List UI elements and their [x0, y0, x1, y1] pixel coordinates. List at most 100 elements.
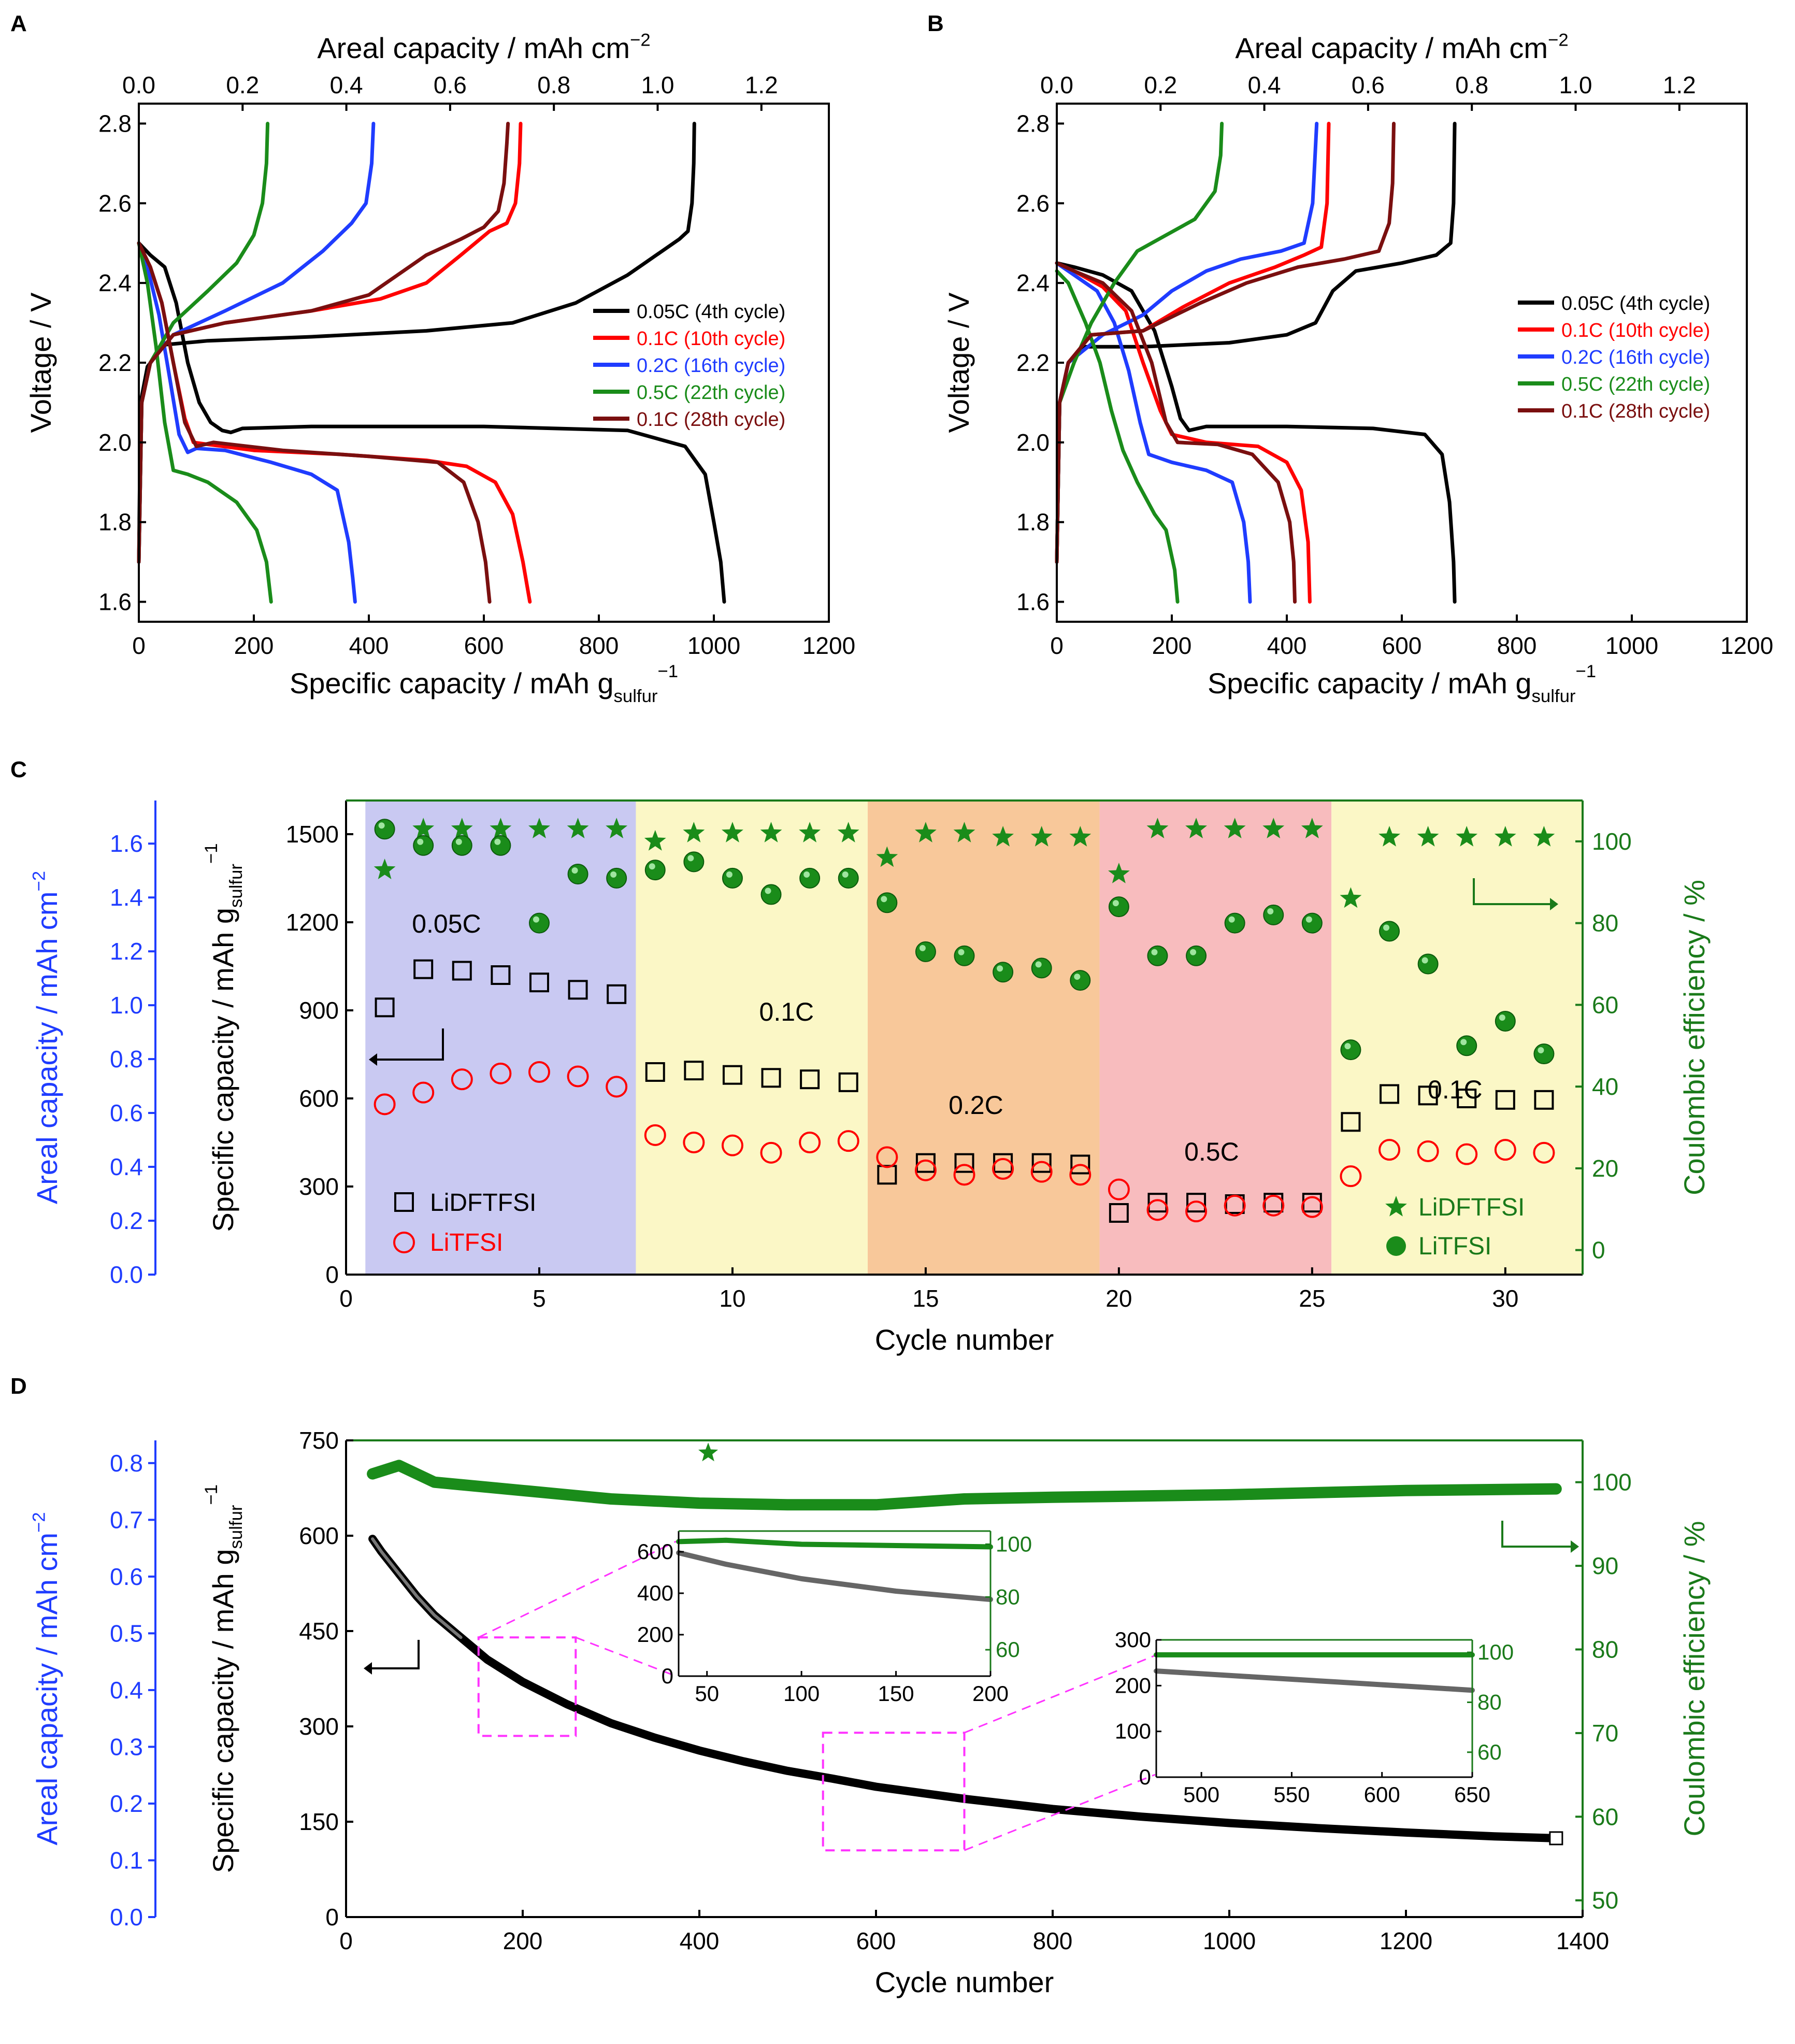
panel-c-region-label: 0.1C: [1428, 1075, 1483, 1104]
panel-a-toptick-label: 1.0: [641, 72, 674, 98]
panel-a-xtick-label: 1000: [687, 632, 740, 659]
panel-d-ytick-label: 150: [299, 1808, 339, 1835]
panel-d-arrow-left: [368, 1640, 420, 1669]
panel-c-point-litfsi-ce: [606, 867, 627, 889]
panel-c-point-litfsi-ce-highlight: [533, 916, 539, 923]
panel-c-legend-circle: [393, 1232, 415, 1253]
panel-c-point-litfsi-capacity: [567, 1065, 589, 1088]
panel-c-point-litfsi-ce-highlight: [1151, 949, 1158, 955]
panel-d-capacity-last-point: [1549, 1831, 1563, 1846]
panel-a-ytick-label: 2.2: [98, 349, 132, 376]
panel-b-ytick-label: 2.8: [1016, 110, 1050, 137]
inset-1-capacity: [1154, 1668, 1475, 1693]
panel-d-areal-tick-label: 0.1: [110, 1847, 143, 1874]
panel-c-point-litfsi-capacity: [837, 1130, 859, 1152]
panel-c-point-litfsi-capacity: [490, 1062, 512, 1084]
panel-d-xtick-label: 400: [680, 1927, 720, 1954]
panel-c-point-litfsi-ce-highlight: [1074, 974, 1081, 980]
inset-1-xtick-label: 650: [1454, 1782, 1490, 1807]
panel-b-toptick-label: 0.8: [1455, 72, 1488, 98]
panel-d-xtick-label: 1000: [1203, 1927, 1256, 1954]
panel-c-point-lidftfsi-ce: [412, 818, 435, 838]
panel-c-ytick-label: 0: [325, 1261, 339, 1288]
panel-c-point-lidftfsi-capacity: [722, 1065, 742, 1085]
panel-c-point-lidftfsi-capacity: [1534, 1090, 1554, 1110]
panel-c-point-litfsi-ce-highlight: [1305, 916, 1312, 923]
panel-c-point-lidftfsi-ce: [1301, 818, 1323, 838]
panel-c-point-litfsi-ce: [760, 884, 782, 905]
panel-c-point-lidftfsi-ce: [1030, 826, 1053, 847]
panel-c-point-litfsi-ce: [1340, 1039, 1361, 1061]
panel-c-xtick-label: 0: [339, 1285, 353, 1312]
panel-d-rtick-label: 100: [1592, 1469, 1632, 1496]
panel-c-point-litfsi-ce: [644, 860, 666, 881]
panel-a-toptick-label: 0.4: [330, 72, 363, 98]
panel-c-point-lidftfsi-ce: [528, 818, 550, 838]
panel-c-point-litfsi-capacity: [1108, 1178, 1130, 1200]
panel-b-top-axis-title-sup: −2: [1548, 30, 1569, 50]
panel-c-point-litfsi-ce: [490, 835, 511, 856]
panel-b-ytick-label: 2.0: [1016, 429, 1050, 456]
panel-c-point-litfsi-ce: [567, 863, 588, 884]
text-layer: 0 200 400 600 800 1000 12001.61.82.02.22.42.62…: [24, 30, 1773, 1998]
panel-c-point-litfsi-ce-highlight: [726, 871, 733, 878]
panel-c-point-lidftfsi-ce: [683, 822, 705, 842]
panel-c-rtick-label: 80: [1592, 910, 1618, 937]
panel-c-point-lidftfsi-ce: [760, 822, 782, 842]
panel-c-point-litfsi-ce-highlight: [1190, 949, 1197, 955]
panel-d-areal-tick-label: 0.0: [110, 1904, 143, 1931]
panel-c-point-litfsi-ce-highlight: [455, 838, 462, 845]
panel-c-point-litfsi-ce-highlight: [571, 867, 578, 874]
panel-c-point-litfsi-capacity: [1417, 1140, 1439, 1162]
panel-d-xtick-label: 200: [503, 1927, 543, 1954]
panel-b-discharge-4: [1055, 261, 1297, 604]
panel-c-point-lidftfsi-capacity: [375, 997, 395, 1018]
panel-c-point-litfsi-capacity: [1262, 1194, 1285, 1217]
inset-0-bg: [679, 1531, 990, 1676]
panel-a-ytick-label: 2.8: [98, 110, 132, 137]
panel-a-x-axis-title-main: Specific capacity / mAh g: [290, 667, 614, 699]
inset-1-rtick-label: 100: [1477, 1640, 1514, 1664]
panel-d-y-axis-title-main: Specific capacity / mAh g: [207, 1549, 239, 1873]
panel-c-point-litfsi-ce-highlight: [1267, 908, 1274, 914]
panel-b-toptick-label: 1.0: [1559, 72, 1592, 98]
panel-c-areal-tick-label: 1.4: [110, 884, 143, 911]
panel-c-point-lidftfsi-ce: [1340, 887, 1362, 908]
panel-c-point-litfsi-ce: [1147, 945, 1168, 966]
panel-c-point-lidftfsi-ce: [1069, 826, 1092, 847]
panel-c-point-litfsi-ce-highlight: [378, 822, 385, 829]
panel-d-areal-axis-title-sup: −2: [29, 1512, 49, 1533]
panel-c-point-litfsi-ce: [954, 945, 975, 966]
panel-a-charge-0: [137, 122, 696, 564]
panel-c-point-litfsi-ce-highlight: [842, 871, 849, 878]
panel-c-areal-tick-label: 0.0: [110, 1261, 143, 1288]
panel-c-point-litfsi-capacity: [1030, 1161, 1053, 1183]
panel-c-point-litfsi-capacity: [683, 1132, 705, 1153]
panel-c-point-litfsi-capacity: [451, 1068, 473, 1091]
panel-c-areal-tick-label: 1.2: [110, 938, 143, 965]
panel-b-charge-3: [1055, 122, 1224, 564]
panel-c-areal-axis-title: Areal capacity / mAh cm−2: [29, 871, 63, 1204]
panel-c-point-litfsi-ce: [1495, 1010, 1516, 1032]
panel-d-ytick-label: 300: [299, 1713, 339, 1740]
panel-b-ytick-label: 2.4: [1016, 269, 1050, 296]
panel-a-ytick-label: 2.0: [98, 429, 132, 456]
panel-c-point-lidftfsi-ce: [876, 846, 898, 867]
inset-1-ytick-label: 0: [1139, 1765, 1151, 1789]
panel-c-point-litfsi-capacity: [914, 1159, 937, 1181]
panel-c-ytick-label: 1500: [286, 821, 339, 848]
panel-a-charge-4: [137, 122, 510, 564]
panel-c-rtick-label: 40: [1592, 1073, 1618, 1100]
panel-a-toptick-label: 0.6: [434, 72, 467, 98]
inset-0-capacity: [676, 1550, 993, 1602]
panel-c-point-lidftfsi-ce: [374, 859, 396, 879]
panel-c-point-lidftfsi-ce: [1533, 826, 1555, 847]
panel-c-areal-axis-title-sup: −2: [29, 871, 49, 892]
inset-0-rtick-label: 60: [996, 1637, 1020, 1662]
panel-c-region-label: 0.2C: [949, 1091, 1003, 1120]
panel-b-x-axis-title: Specific capacity / mAh gsulfur −1: [1208, 662, 1596, 706]
panel-c-point-lidftfsi-capacity: [684, 1061, 704, 1081]
panel-c-point-litfsi-ce-highlight: [765, 888, 771, 894]
inset-0-ytick-label: 400: [637, 1581, 673, 1605]
panel-c-point-litfsi-capacity: [1069, 1164, 1092, 1186]
